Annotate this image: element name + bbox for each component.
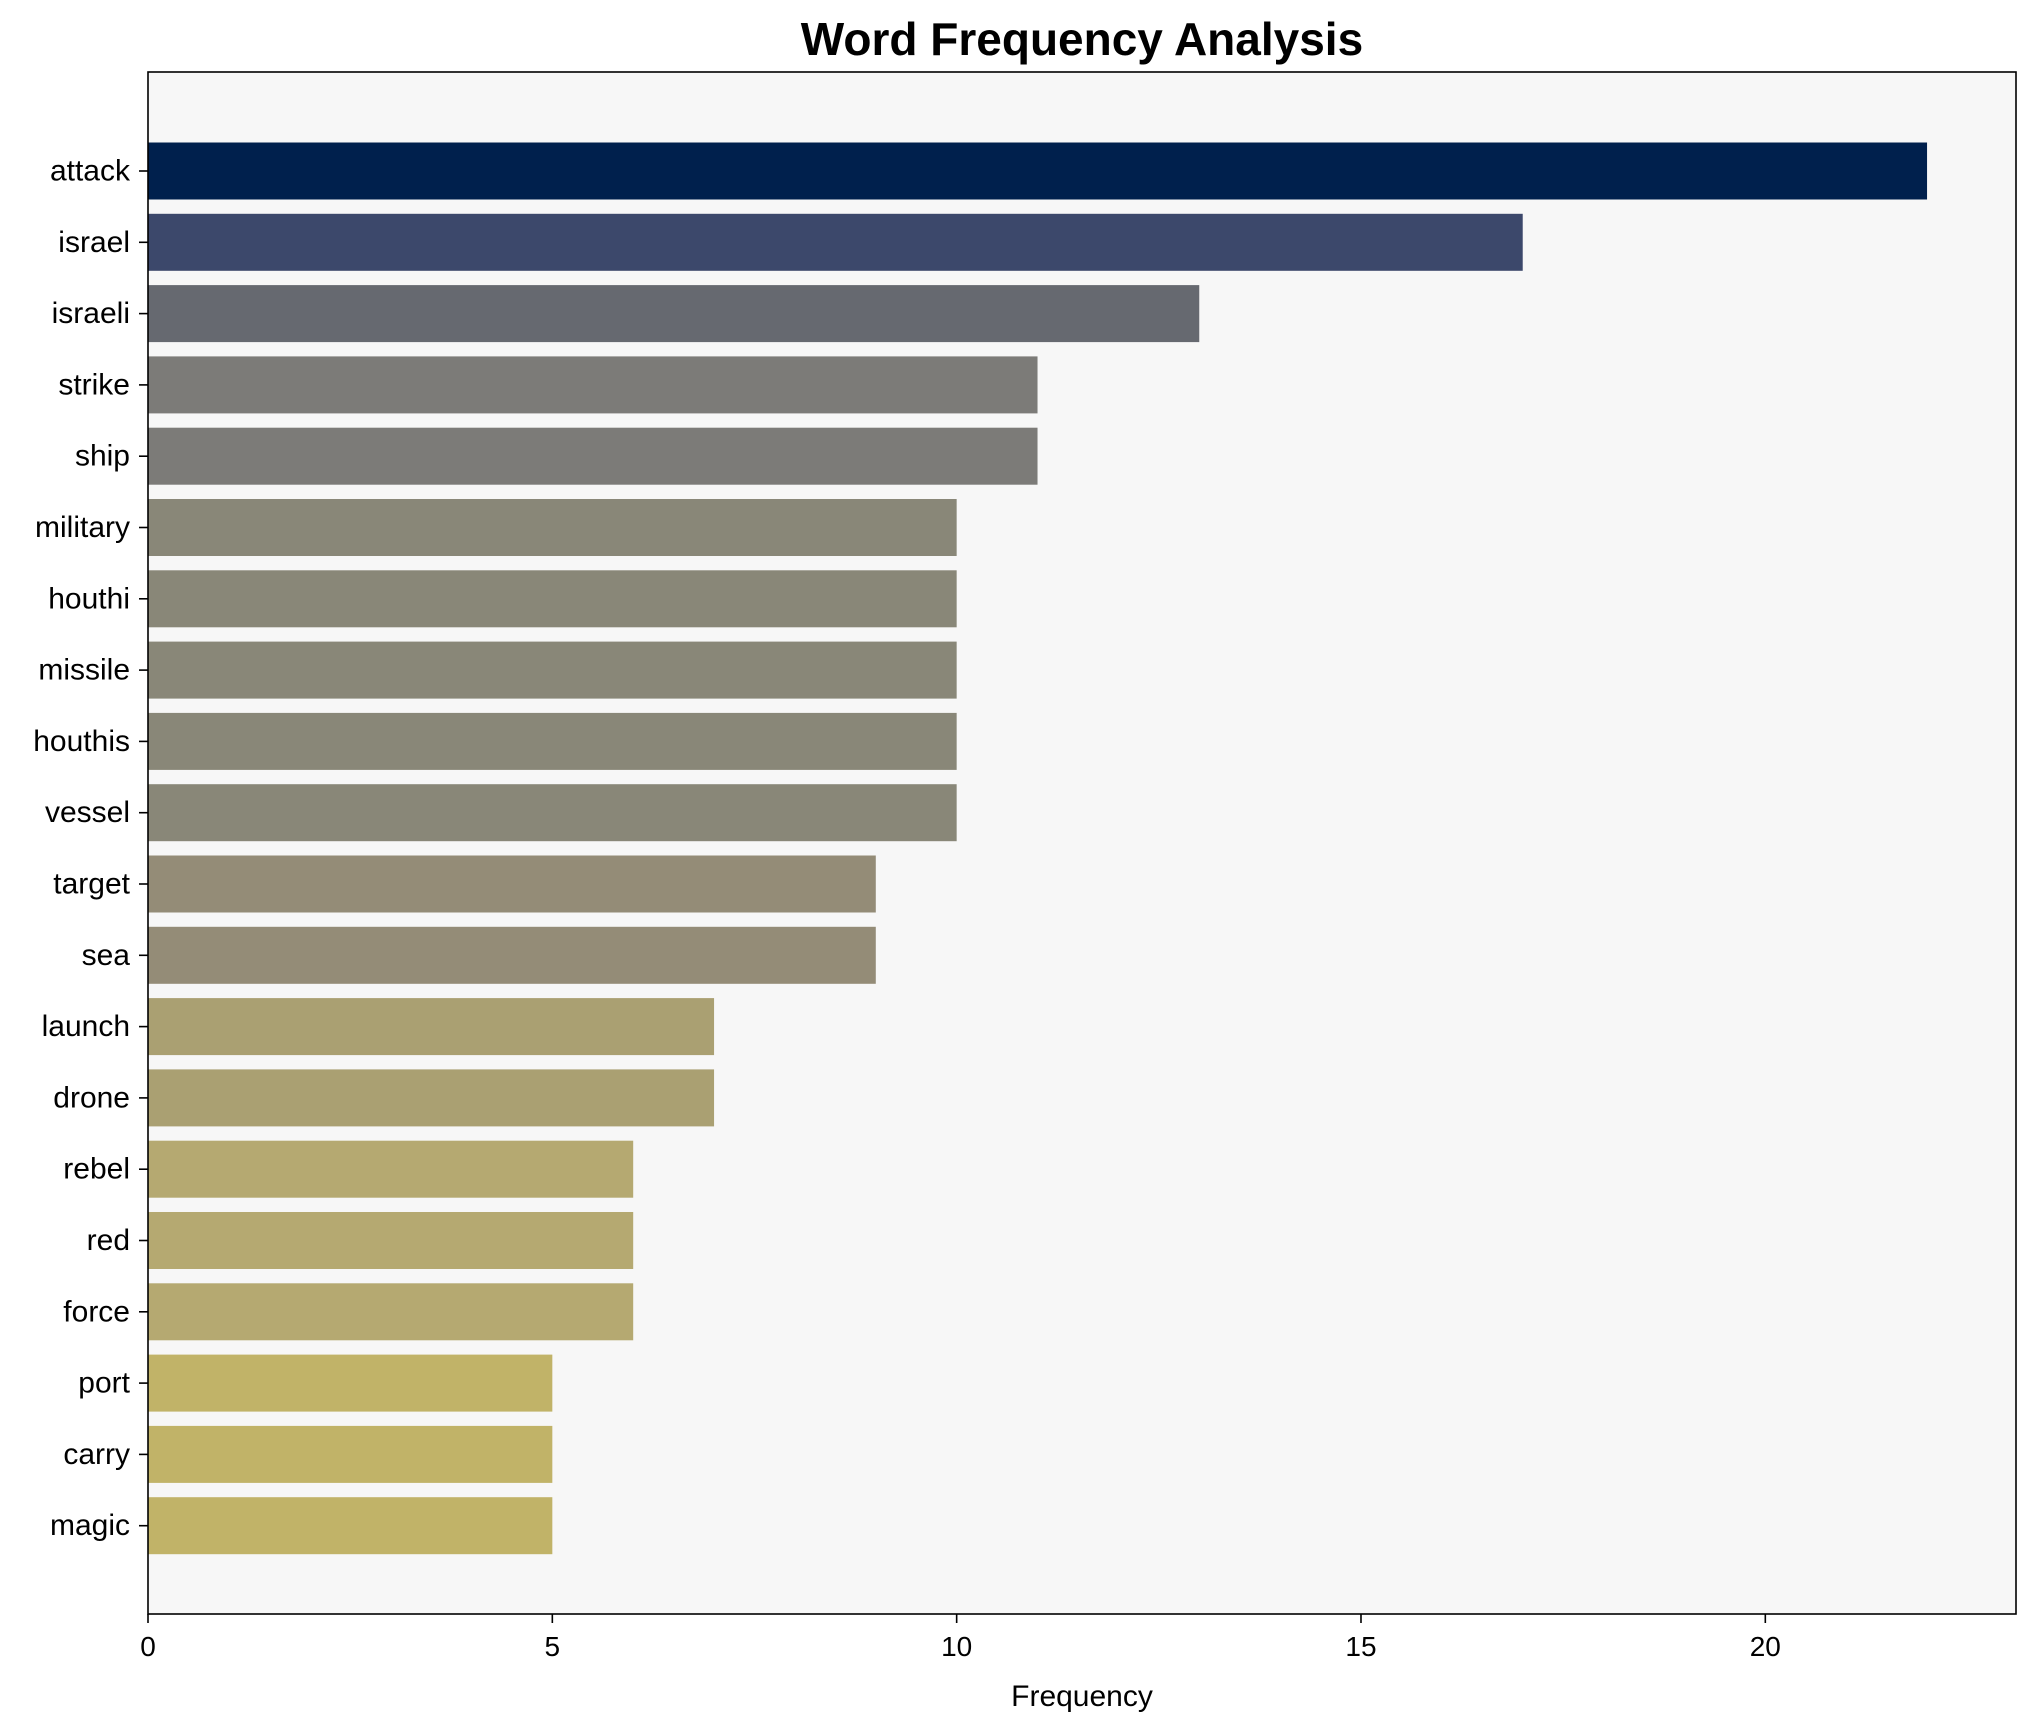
bar-strike — [148, 356, 1038, 414]
bar-israeli — [148, 285, 1200, 343]
bar-ship — [148, 427, 1038, 485]
bar-rebel — [148, 1140, 634, 1198]
y-tick-label: strike — [58, 368, 130, 401]
bar-military — [148, 499, 957, 556]
y-tick-label: target — [53, 868, 130, 901]
x-tick-label: 5 — [545, 1631, 561, 1662]
x-tick-label: 0 — [140, 1631, 156, 1662]
y-tick-label: port — [78, 1367, 130, 1400]
y-tick-label: drone — [53, 1081, 130, 1114]
y-tick-label: force — [63, 1295, 130, 1328]
bar-attack — [148, 142, 1928, 200]
bar-drone — [148, 1069, 715, 1127]
bar-missile — [148, 641, 957, 699]
y-tick-label: ship — [75, 440, 130, 473]
y-tick-label: sea — [82, 939, 131, 972]
y-tick-label: houthi — [48, 582, 130, 615]
y-tick-label: vessel — [45, 796, 130, 829]
y-tick-label: rebel — [63, 1153, 130, 1186]
bar-sea — [148, 926, 876, 984]
bar-port — [148, 1354, 553, 1412]
y-tick-label: carry — [63, 1438, 130, 1471]
bar-houthis — [148, 712, 957, 770]
x-tick-label: 10 — [941, 1631, 972, 1662]
y-tick-label: missile — [38, 654, 130, 687]
bar-carry — [148, 1425, 553, 1483]
plot-frame — [147, 71, 2017, 1615]
y-tick-label: israeli — [52, 297, 130, 330]
y-tick-label: red — [87, 1224, 130, 1257]
x-axis: 0 5 10 15 20 — [140, 1614, 1781, 1662]
x-tick-label: 20 — [1750, 1631, 1781, 1662]
y-tick-label: houthis — [33, 725, 130, 758]
bar-houthi — [148, 570, 957, 628]
x-axis-label: Frequency — [1011, 1680, 1153, 1713]
y-tick-label: israel — [58, 226, 130, 259]
chart-title: Word Frequency Analysis — [801, 13, 1363, 65]
y-axis: attack israel israeli strike ship military hou… — [33, 155, 148, 1542]
bar-vessel — [148, 784, 957, 842]
y-tick-label: magic — [50, 1509, 130, 1542]
y-tick-label: launch — [42, 1010, 130, 1043]
bar-target — [148, 855, 876, 913]
x-tick-label: 15 — [1345, 1631, 1376, 1662]
bar-force — [148, 1283, 634, 1341]
y-tick-label: attack — [50, 155, 131, 188]
bar-israel — [148, 213, 1523, 271]
bar-magic — [148, 1497, 553, 1555]
y-tick-label: military — [35, 511, 130, 544]
bar-launch — [148, 998, 715, 1056]
bars — [148, 142, 1928, 1555]
bar-red — [148, 1212, 634, 1269]
